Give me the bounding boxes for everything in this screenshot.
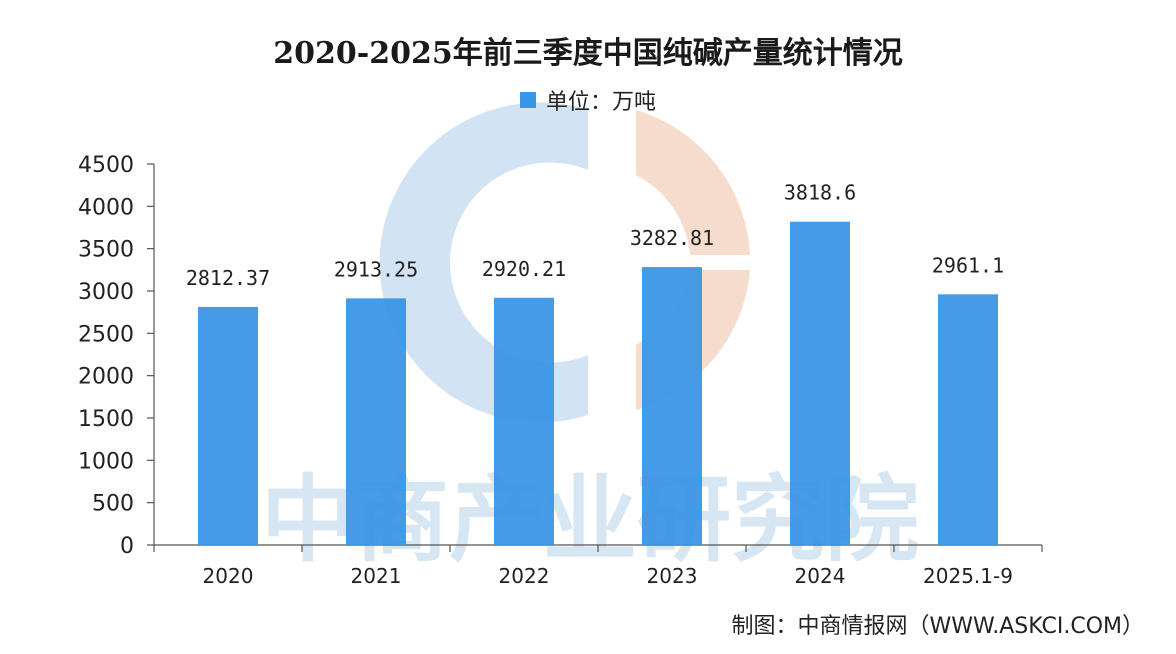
y-tick-label: 4500 [78,153,134,178]
y-tick-label: 4000 [78,195,134,220]
bar-2020 [198,306,258,545]
legend-swatch [519,92,536,108]
y-tick-label: 2500 [78,322,134,347]
watermark-logo-orange-arc [636,110,750,255]
y-tick-label: 3000 [78,280,134,305]
y-tick-label: 3500 [78,238,134,263]
bar-2023 [642,267,702,545]
data-label-2021: 2913.25 [334,257,418,281]
y-tick-label: 1000 [78,449,134,474]
x-tick-label: 2022 [499,564,550,588]
x-tick-label: 2021 [351,564,402,588]
y-tick-label: 500 [92,492,134,517]
axes: 0 500 1000 1500 2000 2500 3000 3500 4000 4500 2020… [78,153,1043,588]
legend: 单位：万吨 [0,84,1176,116]
data-label-2020: 2812.37 [186,266,270,290]
data-label-2023: 3282.81 [630,226,714,250]
x-tick-label: 2023 [647,564,698,588]
bars: 2812.37 2913.25 2920.21 3282.81 3818.6 2961.1 [186,181,1004,545]
y-tick-label: 1500 [78,407,134,432]
watermark-logo-blue-arc [379,102,588,423]
y-tick-label: 0 [120,534,134,559]
legend-label: 单位：万吨 [545,90,656,115]
x-tick-label: 2020 [203,564,254,588]
x-tick-label: 2024 [795,564,846,588]
bar-2024 [790,221,850,545]
bar-2025.1-9 [938,294,998,545]
data-label-2022: 2920.21 [482,257,566,281]
bar-2022 [494,297,554,545]
data-label-2024: 3818.6 [784,181,856,205]
data-label-2025.1-9: 2961.1 [932,253,1004,277]
bar-2021 [346,298,406,545]
source-credit: 制图：中商情报网（WWW.ASKCI.COM） [731,614,1144,639]
chart-title: 2020-2025年前三季度中国纯碱产量统计情况 [273,36,903,71]
y-tick-label: 2000 [78,365,134,390]
x-tick-label: 2025.1-9 [923,564,1013,588]
